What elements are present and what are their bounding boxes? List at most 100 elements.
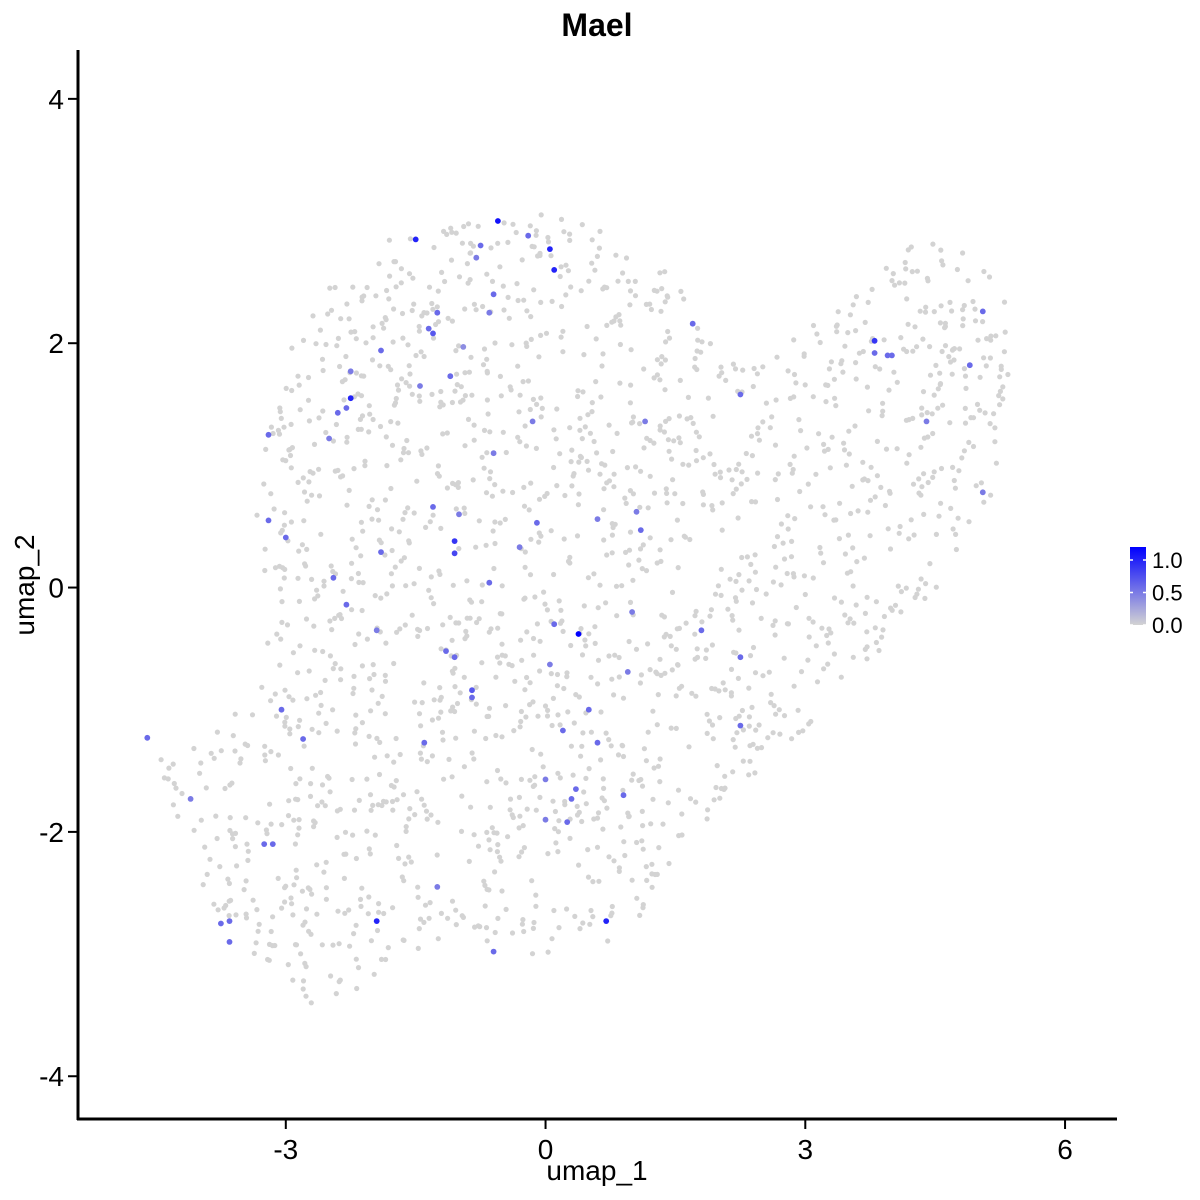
background-point xyxy=(692,364,698,370)
background-point xyxy=(563,292,569,298)
background-point xyxy=(515,363,521,369)
background-point xyxy=(321,578,327,584)
background-point xyxy=(376,901,382,907)
background-point xyxy=(973,483,979,489)
background-point xyxy=(536,354,542,360)
background-point xyxy=(454,382,460,388)
background-point xyxy=(557,451,563,457)
background-point xyxy=(303,616,310,622)
background-point xyxy=(784,570,790,577)
background-point xyxy=(595,810,602,816)
background-point xyxy=(801,351,807,357)
background-point xyxy=(558,334,564,340)
background-point xyxy=(868,464,874,470)
background-point xyxy=(594,844,601,850)
background-point xyxy=(534,401,540,407)
background-point xyxy=(579,436,585,442)
background-point xyxy=(270,914,276,920)
background-point xyxy=(645,505,651,511)
background-point xyxy=(544,607,551,613)
data-point xyxy=(525,232,532,239)
background-point xyxy=(938,465,945,472)
background-point xyxy=(338,316,344,322)
background-point xyxy=(473,684,479,691)
background-point xyxy=(837,500,843,506)
background-point xyxy=(230,836,236,842)
background-point xyxy=(813,471,819,477)
background-point xyxy=(227,815,233,821)
background-point xyxy=(327,653,333,659)
background-point xyxy=(415,894,421,900)
data-point xyxy=(343,601,350,608)
background-point xyxy=(483,925,490,931)
background-point xyxy=(681,533,687,539)
background-point xyxy=(802,382,808,388)
background-point xyxy=(686,744,692,750)
data-point xyxy=(547,246,553,253)
background-point xyxy=(489,493,495,499)
background-point xyxy=(752,770,758,776)
data-point xyxy=(573,786,579,792)
background-point xyxy=(627,302,633,308)
background-point xyxy=(470,477,476,483)
background-point xyxy=(486,887,492,893)
background-point xyxy=(431,244,437,251)
background-point xyxy=(931,309,937,315)
background-point xyxy=(679,811,685,817)
background-point xyxy=(847,616,853,622)
background-point xyxy=(366,894,372,900)
background-point xyxy=(295,724,301,730)
background-point xyxy=(309,765,315,771)
background-point xyxy=(746,723,752,729)
background-point xyxy=(645,641,651,647)
background-point xyxy=(393,395,399,402)
background-point xyxy=(623,549,629,556)
background-point xyxy=(872,494,878,500)
background-point xyxy=(507,796,514,802)
background-point xyxy=(203,785,209,791)
background-point xyxy=(601,507,607,513)
background-point xyxy=(447,614,453,621)
background-point xyxy=(299,542,305,548)
background-point xyxy=(275,752,281,758)
background-point xyxy=(580,389,586,395)
background-point xyxy=(453,922,459,928)
background-point xyxy=(637,546,644,552)
data-point xyxy=(326,435,332,442)
background-point xyxy=(277,662,283,668)
background-point xyxy=(604,285,610,291)
background-point xyxy=(370,324,376,330)
background-point xyxy=(506,315,512,321)
background-point xyxy=(524,806,530,812)
background-point xyxy=(655,692,661,698)
background-point xyxy=(717,795,723,801)
background-point xyxy=(197,770,203,776)
background-point xyxy=(554,671,561,678)
background-point xyxy=(494,767,501,774)
data-point xyxy=(226,918,233,924)
background-point xyxy=(638,468,644,474)
background-point xyxy=(462,443,468,449)
background-point xyxy=(919,405,925,411)
background-point xyxy=(479,599,485,605)
background-point xyxy=(611,692,617,698)
background-point xyxy=(709,722,716,728)
background-point xyxy=(511,728,517,734)
background-point xyxy=(509,812,515,818)
background-point xyxy=(881,337,887,343)
background-point xyxy=(838,674,844,680)
background-point xyxy=(314,862,320,868)
background-point xyxy=(562,492,568,499)
background-point xyxy=(291,817,297,823)
background-point xyxy=(852,423,858,429)
background-point xyxy=(292,841,298,847)
background-point xyxy=(864,656,870,662)
background-point xyxy=(435,319,442,325)
background-point xyxy=(598,757,604,763)
background-point xyxy=(689,690,695,696)
background-point xyxy=(369,357,376,363)
background-point xyxy=(538,414,544,420)
background-point xyxy=(727,576,733,582)
background-point xyxy=(671,438,677,444)
background-point xyxy=(204,871,210,878)
